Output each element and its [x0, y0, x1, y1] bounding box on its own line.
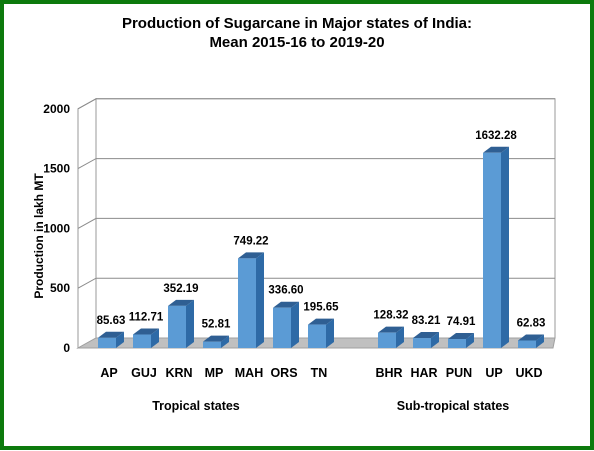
data-label: 52.81 — [202, 319, 231, 331]
bar-top — [238, 252, 264, 259]
x-tick-label: PUN — [446, 366, 472, 380]
bar-side — [116, 331, 124, 348]
group-label: Tropical states — [152, 399, 240, 413]
bar-side — [396, 326, 404, 348]
data-label: 85.63 — [97, 315, 126, 327]
chart-svg: Production of Sugarcane in Major states … — [32, 15, 556, 413]
y-tick-label: 0 — [63, 341, 70, 355]
bar-top — [448, 333, 474, 340]
data-label: 336.60 — [268, 285, 303, 297]
bar-top — [518, 334, 544, 341]
x-tick-label: UP — [485, 366, 502, 380]
y-tick-label: 1000 — [43, 221, 70, 235]
y-axis-label: Production in lakh MT — [32, 173, 46, 299]
x-tick-label: AP — [100, 366, 117, 380]
bar — [308, 324, 326, 348]
chart-title-line2: Mean 2015-16 to 2019-20 — [209, 34, 384, 51]
x-tick-label: TN — [311, 366, 328, 380]
bar-top — [413, 332, 439, 339]
x-tick-label: BHR — [375, 366, 402, 380]
x-tick-label: GUJ — [131, 366, 157, 380]
bar-top — [98, 331, 124, 338]
bar-top — [378, 326, 404, 333]
bar-top — [203, 335, 229, 342]
data-label: 195.65 — [303, 302, 339, 314]
bar-top — [133, 328, 159, 335]
bar — [413, 338, 431, 348]
y-tick-label: 500 — [50, 281, 70, 295]
bar — [98, 337, 116, 348]
bar — [203, 341, 221, 348]
bar-side — [291, 301, 299, 348]
gridline — [77, 158, 555, 170]
x-tick-label: UKD — [515, 366, 542, 380]
x-tick-label: ORS — [270, 366, 297, 380]
y-tick-label: 2000 — [43, 102, 70, 116]
bar-top — [483, 146, 509, 153]
data-label: 352.19 — [163, 283, 198, 295]
bar — [448, 339, 466, 348]
data-label: 112.71 — [129, 312, 164, 324]
bar-side — [186, 299, 194, 348]
x-tick-label: MP — [205, 366, 224, 380]
bar-side — [466, 333, 474, 348]
bar-side — [221, 335, 229, 348]
bar-side — [431, 332, 439, 348]
data-label: 128.32 — [373, 310, 408, 322]
bar-side — [151, 328, 159, 348]
bar-side — [501, 146, 509, 348]
data-label: 83.21 — [412, 315, 441, 327]
data-label: 1632.28 — [475, 130, 517, 142]
plot-area: 0 500 1000 1500 2000 85.63 AP 112.71 GUJ 352.19 KR… — [43, 97, 556, 413]
bar — [273, 307, 291, 348]
data-label: 749.22 — [233, 235, 268, 247]
group-label: Sub-tropical states — [397, 399, 510, 413]
x-tick-label: MAH — [235, 366, 263, 380]
chart-title-line1: Production of Sugarcane in Major states … — [122, 15, 472, 32]
bar — [238, 258, 256, 348]
x-tick-label: KRN — [165, 366, 192, 380]
gridline — [77, 98, 555, 110]
bar-side — [326, 318, 334, 348]
gridline — [77, 277, 555, 289]
y-tick-label: 1500 — [43, 162, 70, 176]
data-label: 62.83 — [517, 317, 546, 329]
bar-side — [256, 252, 264, 348]
bar — [378, 332, 396, 348]
data-label: 74.91 — [447, 316, 476, 328]
bar-side — [536, 334, 544, 348]
bar-top — [308, 318, 334, 325]
bar — [168, 305, 186, 348]
bar — [133, 334, 151, 348]
x-tick-label: HAR — [410, 366, 437, 380]
bar — [518, 340, 536, 348]
gridline — [77, 217, 555, 229]
bar-top — [273, 301, 299, 308]
bar-top — [168, 299, 194, 306]
bar — [483, 152, 501, 348]
